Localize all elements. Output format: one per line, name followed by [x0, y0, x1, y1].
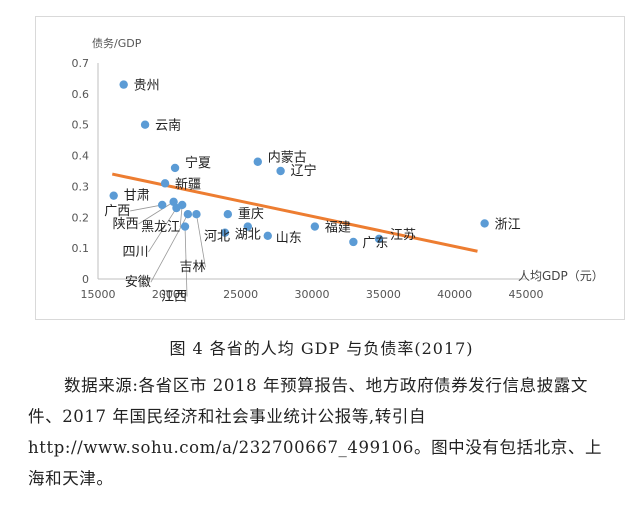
- source-note-text: 数据来源:各省区市 2018 年预算报告、地方政府债券发行信息披露文件、2017…: [28, 376, 603, 488]
- data-point-label: 湖北: [235, 228, 261, 243]
- data-point-label: 江西: [161, 290, 187, 305]
- x-tick-label: 45000: [509, 288, 544, 301]
- data-point-label: 浙江: [495, 217, 521, 232]
- data-point-label: 辽宁: [291, 163, 317, 179]
- data-point-label: 福建: [325, 221, 351, 236]
- data-point: [276, 166, 285, 176]
- data-point-label: 广东: [362, 236, 388, 251]
- x-axis-title: 人均GDP（元）: [518, 269, 604, 283]
- y-tick-label: 0.1: [72, 242, 90, 255]
- x-tick-label: 40000: [437, 288, 472, 301]
- x-tick-label: 20000: [152, 288, 187, 301]
- data-point-label: 广西: [104, 204, 130, 219]
- chart-panel: 15000 20000 25000 30000 35000 40000 45000 0 0.1 0…: [35, 16, 625, 320]
- data-point-label: 重庆: [238, 206, 264, 222]
- leader-line: [148, 207, 177, 253]
- x-tick-label: 15000: [81, 288, 116, 301]
- data-point: [158, 200, 167, 210]
- leader-line: [130, 204, 163, 212]
- data-point: [183, 210, 193, 219]
- x-tick-label: 30000: [295, 288, 330, 301]
- data-point: [140, 120, 150, 129]
- y-tick-label: 0: [82, 273, 89, 286]
- data-point-label: 宁夏: [185, 155, 211, 171]
- data-point-label: 江苏: [390, 227, 416, 243]
- y-tick-label: 0.2: [72, 211, 90, 224]
- data-point: [192, 210, 201, 219]
- y-axis-title: 债务/GDP: [92, 36, 142, 50]
- data-point-label: 吉林: [179, 260, 205, 275]
- data-point-label: 新疆: [175, 176, 201, 192]
- data-point-label: 河北: [204, 230, 230, 245]
- y-tick-label: 0.7: [72, 57, 90, 70]
- data-point-label: 云南: [155, 118, 181, 134]
- data-point: [480, 219, 489, 228]
- data-point: [253, 157, 262, 166]
- x-tick-label: 25000: [223, 288, 258, 301]
- data-point: [119, 80, 128, 89]
- y-tick-label: 0.4: [72, 150, 90, 163]
- data-point: [243, 222, 252, 231]
- data-point-label: 安徽: [125, 275, 151, 290]
- data-point-label: 四川: [122, 245, 148, 260]
- data-point: [374, 234, 384, 244]
- data-point-label: 黑龙江: [141, 220, 180, 235]
- x-tick-label: 35000: [366, 288, 401, 301]
- data-point: [160, 179, 170, 188]
- leader-line: [138, 201, 174, 225]
- data-point: [180, 222, 190, 231]
- data-point: [223, 210, 233, 219]
- y-tick-label: 0.6: [72, 88, 90, 101]
- source-note: 数据来源:各省区市 2018 年预算报告、地方政府债券发行信息披露文件、2017…: [28, 370, 618, 494]
- leader-line: [196, 214, 206, 268]
- y-tick-label: 0.5: [72, 119, 90, 132]
- trend-line: [111, 172, 478, 253]
- data-point-label: 陕西: [113, 217, 139, 232]
- y-tick-label: 0.3: [72, 180, 90, 193]
- scatter-chart: 15000 20000 25000 30000 35000 40000 45000 0 0.1 0…: [72, 36, 604, 305]
- data-point: [220, 228, 230, 237]
- data-point-label: 山东: [276, 231, 302, 246]
- data-point: [172, 203, 181, 213]
- data-point: [263, 231, 272, 240]
- data-point: [109, 191, 118, 200]
- data-point-label: 贵州: [134, 79, 160, 94]
- data-point-label: 甘肃: [124, 189, 150, 204]
- data-point: [170, 163, 180, 173]
- leader-line: [184, 226, 188, 297]
- figure-caption: 图 4 各省的人均 GDP 与负债率(2017): [169, 339, 474, 358]
- data-point: [349, 237, 358, 247]
- data-point-label: 内蒙古: [268, 150, 307, 166]
- data-point: [310, 222, 320, 231]
